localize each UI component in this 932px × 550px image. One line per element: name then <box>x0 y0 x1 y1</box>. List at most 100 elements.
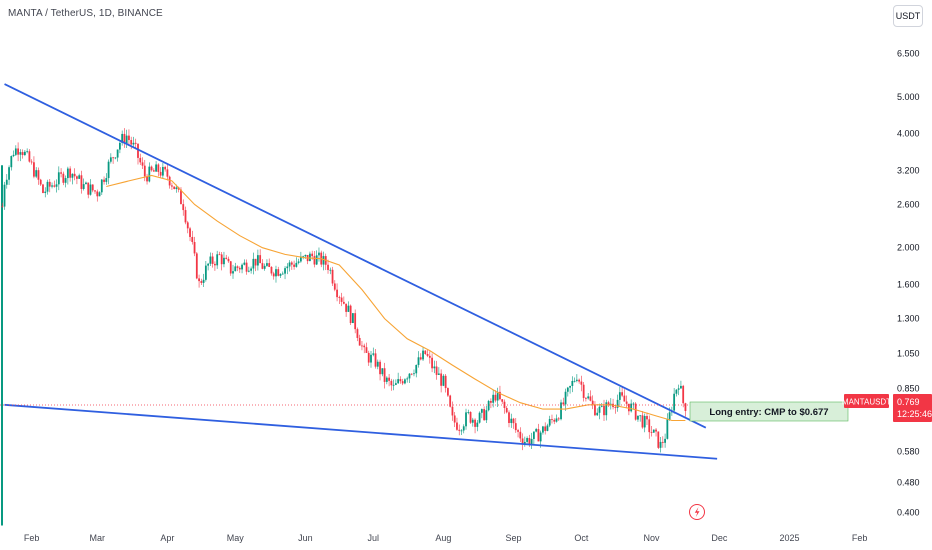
candle-body-2024-06-29 <box>367 352 370 363</box>
candle-body-2024-03-11 <box>118 142 121 150</box>
candle-body-2024-07-28 <box>433 366 436 369</box>
candle-body-2024-01-20 <box>3 184 6 207</box>
y-tick-label: 2.000 <box>897 243 920 253</box>
candle-body-2024-09-05 <box>521 438 524 444</box>
y-tick-label: 1.050 <box>897 349 920 359</box>
candle-body-2024-06-03 <box>309 253 311 262</box>
candle-body-2024-02-06 <box>42 184 44 193</box>
candle-body-2024-11-08 <box>666 419 669 439</box>
entry-annotation[interactable]: Long entry: CMP to $0.677 <box>689 401 849 422</box>
entry-annotation-box[interactable] <box>689 401 849 422</box>
candle-body-2024-10-10 <box>600 405 603 407</box>
candle-body-2024-03-26 <box>152 170 155 172</box>
candlestick-series <box>1 128 687 453</box>
candle-body-2024-10-07 <box>594 405 596 416</box>
candle-body-2024-03-03 <box>100 179 103 193</box>
candle-body-2024-08-04 <box>449 395 452 407</box>
candle-body-2024-05-22 <box>281 273 284 275</box>
candle-body-2024-05-10 <box>254 258 257 266</box>
candle-body-2024-09-29 <box>575 379 578 381</box>
candle-body-2024-05-29 <box>297 261 300 263</box>
candle-body-2024-10-19 <box>621 392 624 396</box>
candle-body-2024-04-17 <box>202 279 205 283</box>
candle-body-2024-02-10 <box>51 185 53 187</box>
candle-body-2024-04-08 <box>182 204 185 211</box>
symbol-badge <box>844 394 889 408</box>
candle-body-2024-09-13 <box>539 432 542 442</box>
candle-body-2024-03-23 <box>146 176 148 182</box>
candle-body-2024-07-03 <box>376 361 379 367</box>
candle-body-2024-07-20 <box>415 364 418 374</box>
candle-body-2024-05-19 <box>275 269 277 277</box>
lightning-icon[interactable] <box>689 504 705 520</box>
candle-body-2024-06-26 <box>361 345 363 347</box>
candle-body-2024-09-12 <box>537 429 540 442</box>
candle-body-2024-06-05 <box>313 256 316 265</box>
candle-body-2024-03-29 <box>159 171 162 176</box>
candle-body-2024-11-01 <box>650 432 653 433</box>
moving-average-line <box>106 174 686 422</box>
candle-body-2024-02-13 <box>57 172 60 185</box>
price-axis[interactable]: 8.0006.5005.0004.0003.2002.6002.0001.600… <box>897 14 920 517</box>
candle-body-2024-09-14 <box>542 426 544 433</box>
candle-body-2024-08-24 <box>494 394 497 401</box>
candle-body-2024-07-13 <box>399 379 402 382</box>
candle-body-2024-06-01 <box>304 254 307 257</box>
candle-body-2024-09-21 <box>557 418 560 420</box>
support-trendline[interactable] <box>4 403 718 460</box>
candle-body-2024-03-25 <box>150 166 153 171</box>
candle-body-2024-03-17 <box>132 142 135 145</box>
candle-body-2024-08-21 <box>487 401 490 411</box>
candle-body-2024-09-24 <box>564 391 567 405</box>
candle-body-2024-05-02 <box>236 266 239 268</box>
time-axis[interactable]: Feb Mar Apr May Jun Jul Aug Sep Oct Nov Dec 2025 Feb <box>24 533 867 543</box>
candle-body-2024-09-23 <box>562 402 565 405</box>
candle-body-2024-07-19 <box>413 373 415 375</box>
candle-body-2024-09-03 <box>517 430 519 432</box>
candle-body-2024-02-19 <box>71 173 74 178</box>
candle-body-2024-07-18 <box>410 373 413 375</box>
resistance-trendline[interactable] <box>4 83 707 429</box>
candle-body-2024-02-26 <box>87 182 90 195</box>
candle-body-2024-04-19 <box>207 263 210 266</box>
candle-body-2024-03-10 <box>116 149 119 158</box>
candle-body-2024-06-18 <box>342 301 345 304</box>
candle-body-2024-01-25 <box>14 148 17 155</box>
candle-body-2024-03-07 <box>109 157 112 162</box>
currency-button[interactable]: USDT <box>893 5 923 27</box>
chart-title: MANTA / TetherUS, 1D, BINANCE <box>8 8 163 19</box>
candle-body-2024-09-26 <box>569 385 571 388</box>
candle-body-2024-02-01 <box>30 161 33 163</box>
candle-body-2024-08-03 <box>447 388 449 396</box>
candle-body-2024-11-04 <box>657 431 660 448</box>
candle-body-2024-06-30 <box>370 354 372 363</box>
candle-body-2024-05-12 <box>259 255 262 264</box>
candle-body-2024-08-17 <box>478 412 481 423</box>
candle-body-2024-07-31 <box>440 373 443 386</box>
x-tick-label: May <box>227 533 245 543</box>
candle-body-2024-01-23 <box>10 156 13 168</box>
candle-body-2024-10-11 <box>603 405 605 416</box>
candle-body-2024-08-15 <box>474 419 476 427</box>
x-tick-label: Mar <box>90 533 106 543</box>
x-tick-label: 2025 <box>779 533 799 543</box>
candle-body-2024-04-15 <box>198 278 200 282</box>
candle-body-2024-04-12 <box>191 236 194 243</box>
candle-body-2024-04-28 <box>227 258 230 262</box>
candle-body-2024-02-27 <box>89 184 92 195</box>
candle-body-2024-08-13 <box>469 412 472 423</box>
candle-body-2024-01-30 <box>26 151 29 153</box>
candle-body-2024-05-09 <box>252 258 255 269</box>
candle-body-2024-04-18 <box>204 265 207 280</box>
candle-body-2024-09-19 <box>553 419 556 422</box>
candle-body-2024-07-09 <box>390 380 393 386</box>
trendlines[interactable] <box>4 83 718 460</box>
candle-body-2024-08-30 <box>508 412 510 423</box>
candle-body-2024-05-27 <box>293 264 295 267</box>
candle-body-2024-07-17 <box>408 373 411 379</box>
candle-body-2024-07-16 <box>406 378 409 380</box>
x-tick-label: Jul <box>368 533 380 543</box>
candle-body-2024-07-15 <box>404 379 406 384</box>
candle-body-2024-01-28 <box>21 152 24 156</box>
